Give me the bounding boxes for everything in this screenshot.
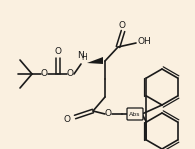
FancyBboxPatch shape (127, 108, 143, 120)
Text: O: O (105, 110, 112, 118)
Polygon shape (87, 57, 103, 64)
Text: O: O (54, 48, 61, 56)
Text: H: H (81, 52, 87, 62)
Text: O: O (41, 69, 48, 79)
Text: OH: OH (137, 38, 151, 46)
Text: O: O (119, 21, 126, 30)
Text: O: O (64, 114, 71, 124)
Text: O: O (66, 69, 74, 79)
Text: N: N (77, 52, 83, 60)
Text: Abs: Abs (129, 111, 141, 117)
